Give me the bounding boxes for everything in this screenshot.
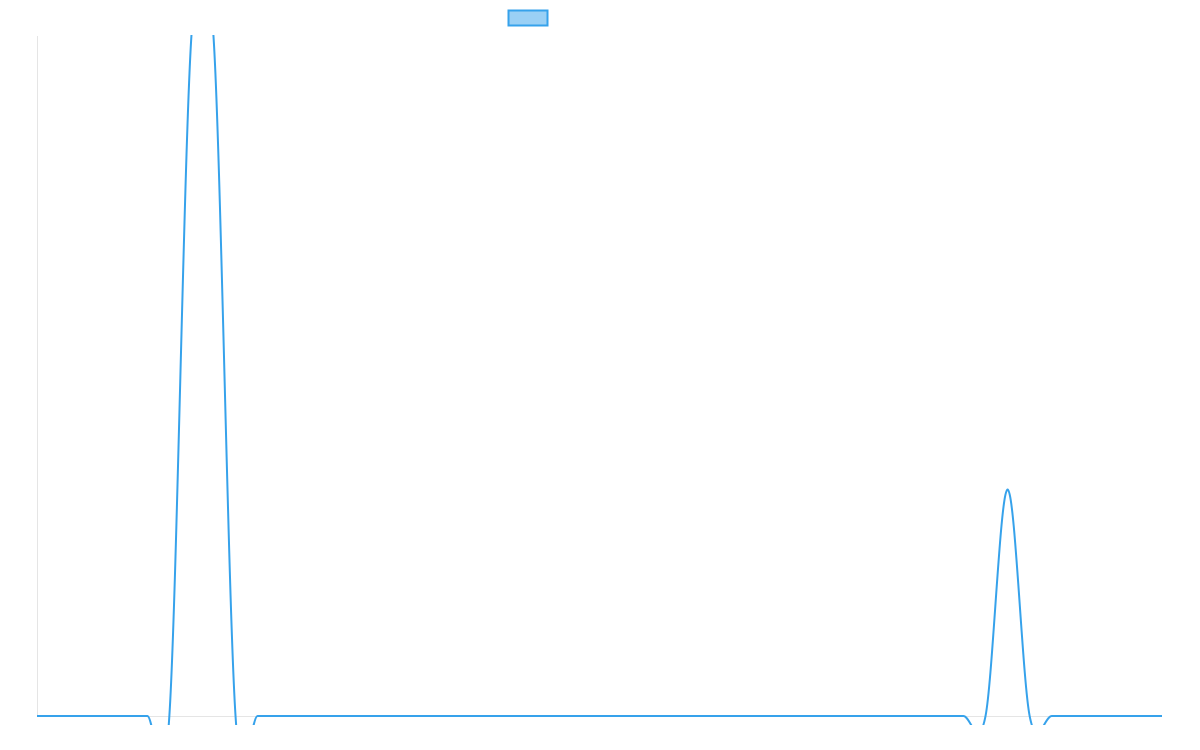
legend[interactable] bbox=[507, 9, 549, 27]
legend-swatch[interactable] bbox=[507, 9, 549, 27]
series-line bbox=[37, 35, 1162, 725]
